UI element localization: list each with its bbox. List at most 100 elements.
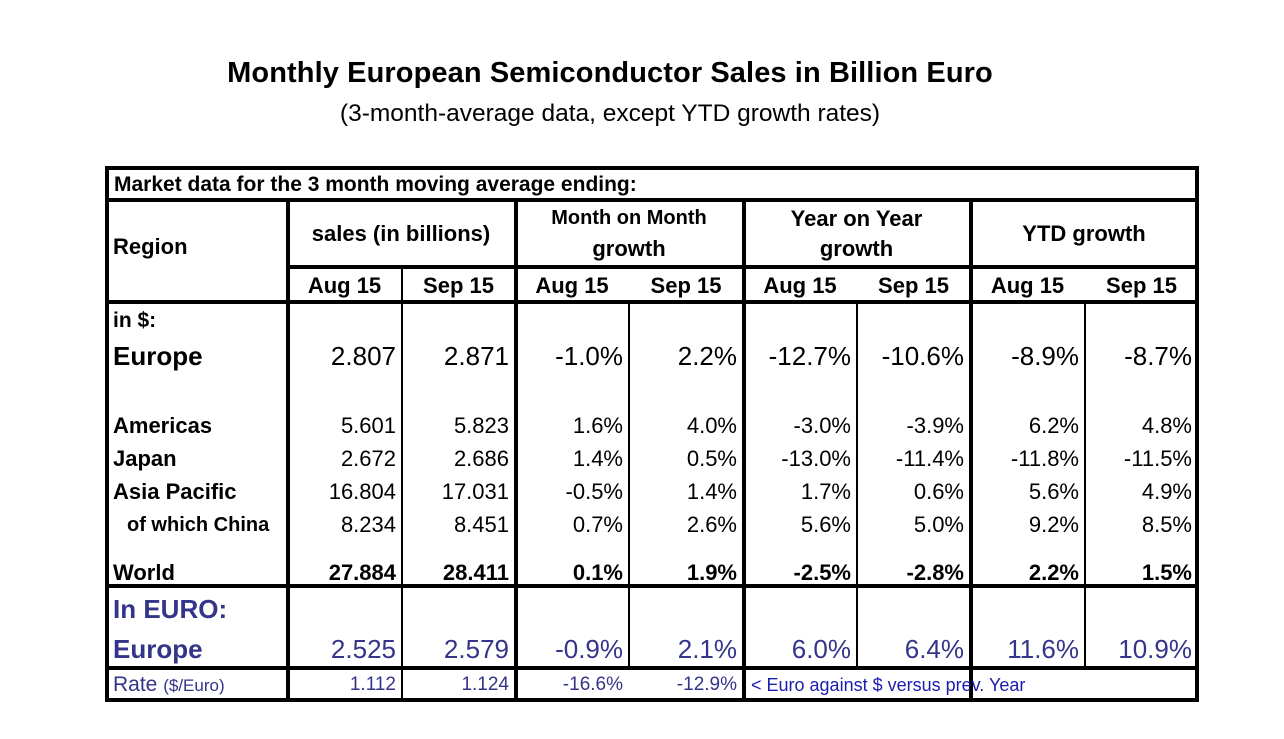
table-cell: 6.2% bbox=[1028, 413, 1079, 438]
group-separator-1 bbox=[514, 198, 518, 702]
table-cell: 27.884 bbox=[328, 560, 396, 585]
table-cell: 1.7% bbox=[800, 479, 851, 504]
table-cell: 2.686 bbox=[453, 446, 509, 471]
col-separator-mom bbox=[628, 300, 630, 666]
table-cell: 5.823 bbox=[453, 413, 509, 438]
period-header-7: Sep 15 bbox=[1106, 273, 1177, 298]
table-cell: 2.871 bbox=[443, 341, 509, 371]
euro-table-cell: 6.4% bbox=[904, 634, 964, 664]
euro-table-cell: 2.525 bbox=[330, 634, 396, 664]
table-cell: -11.8% bbox=[1010, 446, 1079, 471]
table-cell: 4.9% bbox=[1141, 479, 1192, 504]
table-cell: -1.0% bbox=[555, 341, 623, 371]
table-cell: -8.9% bbox=[1011, 341, 1079, 371]
table-cell: -8.7% bbox=[1124, 341, 1192, 371]
rate-table-cell: -12.9% bbox=[676, 674, 737, 695]
rate-note: < Euro against $ versus prev. Year bbox=[751, 675, 1026, 695]
table-cell: 1.4% bbox=[572, 446, 623, 471]
page-subtitle-text: (3-month-average data, except YTD growth… bbox=[339, 100, 881, 127]
table-caption: Market data for the 3 month moving avera… bbox=[114, 173, 637, 196]
rule-below-periods bbox=[105, 300, 1198, 304]
rule-below-world bbox=[105, 584, 1198, 588]
table-cell: 0.7% bbox=[572, 512, 623, 537]
group-header-2-line2: growth bbox=[819, 236, 894, 261]
col-separator-sales bbox=[401, 265, 403, 702]
euro-table-cell: 2.579 bbox=[443, 634, 509, 664]
page-title-text: Monthly European Semiconductor Sales in … bbox=[227, 57, 993, 89]
euro-table-cell: 6.0% bbox=[791, 634, 851, 664]
region-label-americas: Americas bbox=[113, 413, 213, 438]
region-header: Region bbox=[113, 234, 188, 259]
period-header-0: Aug 15 bbox=[307, 273, 382, 298]
rate-table-cell: 1.112 bbox=[349, 674, 396, 695]
table-cell: 1.5% bbox=[1141, 560, 1192, 585]
region-label-japan: Japan bbox=[113, 446, 177, 471]
table-cell: 1.6% bbox=[572, 413, 623, 438]
table-cell: 8.234 bbox=[340, 512, 396, 537]
group-separator-2 bbox=[742, 198, 746, 702]
table-cell: 2.2% bbox=[677, 341, 737, 371]
table-cell: -11.5% bbox=[1123, 446, 1192, 471]
rule-below-euro bbox=[105, 666, 1198, 670]
page-title: Monthly European Semiconductor Sales in … bbox=[0, 57, 1220, 90]
rate-label: Rate ($/Euro) bbox=[109, 670, 287, 700]
table-cell: 5.6% bbox=[800, 512, 851, 537]
group-separator-3 bbox=[969, 198, 973, 702]
table-cell: 2.672 bbox=[340, 446, 396, 471]
usd-section-label: in $: bbox=[113, 309, 157, 332]
period-header-4: Aug 15 bbox=[763, 273, 837, 298]
group-header-2-line1: Year on Year bbox=[790, 206, 923, 231]
table-border-left bbox=[105, 166, 109, 702]
table-cell: 9.2% bbox=[1028, 512, 1079, 537]
rate-unit-text: ($/Euro) bbox=[163, 676, 225, 695]
region-label-world: World bbox=[113, 560, 175, 585]
table-cell: 5.0% bbox=[913, 512, 964, 537]
table-cell: 5.601 bbox=[340, 413, 396, 438]
table-cell: 4.8% bbox=[1141, 413, 1192, 438]
group-header-3: YTD growth bbox=[1022, 221, 1146, 246]
rate-table-cell: -16.6% bbox=[562, 674, 623, 695]
table-cell: 2.807 bbox=[330, 341, 396, 371]
table-cell: 17.031 bbox=[441, 479, 509, 504]
period-header-2: Aug 15 bbox=[535, 273, 609, 298]
table-cell: 1.4% bbox=[686, 479, 737, 504]
euro-table-cell: 2.1% bbox=[677, 634, 737, 664]
group-separator-0 bbox=[286, 198, 290, 702]
table-cell: 5.6% bbox=[1028, 479, 1079, 504]
table-cell: -11.4% bbox=[895, 446, 964, 471]
col-separator-yoy bbox=[856, 300, 858, 666]
table-cell: 8.5% bbox=[1141, 512, 1192, 537]
table-cell: -2.5% bbox=[793, 560, 851, 585]
col-separator-ytd bbox=[1084, 300, 1086, 666]
market-data-table: Market data for the 3 month moving avera… bbox=[105, 166, 1199, 702]
table-cell: 2.6% bbox=[686, 512, 737, 537]
table-cell: 4.0% bbox=[686, 413, 737, 438]
table-cell: -3.9% bbox=[906, 413, 964, 438]
table-cell: 0.1% bbox=[572, 560, 623, 585]
euro-table-cell: 10.9% bbox=[1118, 634, 1192, 664]
table-cell: 8.451 bbox=[453, 512, 509, 537]
table-cell: -10.6% bbox=[881, 341, 964, 371]
table-cell: 0.5% bbox=[686, 446, 737, 471]
period-header-3: Sep 15 bbox=[650, 273, 722, 298]
group-header-1-line2: growth bbox=[592, 236, 666, 261]
table-cell: -13.0% bbox=[781, 446, 851, 471]
euro-table-cell: -0.9% bbox=[555, 634, 623, 664]
group-header-1-line1: Month on Month bbox=[551, 207, 707, 229]
table-cell: -2.8% bbox=[906, 560, 964, 585]
table-border-top bbox=[105, 166, 1198, 170]
rule-below-caption bbox=[105, 198, 1198, 202]
table-border-bottom bbox=[105, 698, 1198, 702]
table-cell: 2.2% bbox=[1028, 560, 1079, 585]
table-cell: -3.0% bbox=[793, 413, 851, 438]
region-label-asia-pacific: Asia Pacific bbox=[113, 479, 237, 504]
table-cell: -0.5% bbox=[565, 479, 623, 504]
table-border-right bbox=[1195, 166, 1199, 702]
group-header-0: sales (in billions) bbox=[311, 221, 491, 246]
page-subtitle: (3-month-average data, except YTD growth… bbox=[0, 100, 1220, 128]
region-label-europe: Europe bbox=[113, 341, 203, 371]
table-cell: 0.6% bbox=[913, 479, 964, 504]
region-label-of-which-china: of which China bbox=[127, 514, 270, 536]
rate-label-text: Rate bbox=[113, 673, 164, 696]
table-cell: 1.9% bbox=[686, 560, 737, 585]
